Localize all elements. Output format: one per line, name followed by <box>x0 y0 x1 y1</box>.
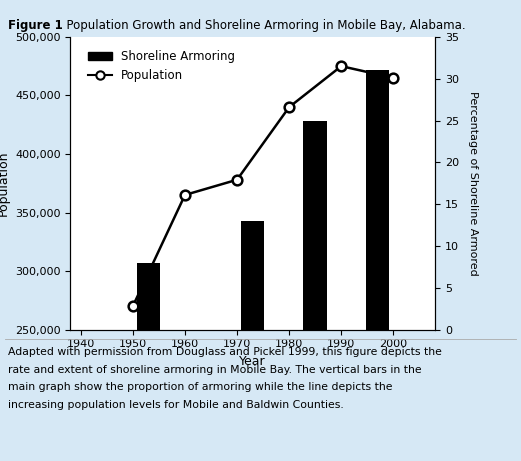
Bar <box>137 263 160 330</box>
Text: rate and extent of shoreline armoring in Mobile Bay. The vertical bars in the: rate and extent of shoreline armoring in… <box>8 365 421 375</box>
Text: Adapted with permission from Douglass and Pickel 1999, this figure depicts the: Adapted with permission from Douglass an… <box>8 347 442 357</box>
X-axis label: Year: Year <box>239 355 266 368</box>
Y-axis label: Percentage of Shoreline Armored: Percentage of Shoreline Armored <box>468 91 478 276</box>
Text: Figure 1: Figure 1 <box>8 19 63 32</box>
Legend: Shoreline Armoring, Population: Shoreline Armoring, Population <box>83 46 240 87</box>
Text: increasing population levels for Mobile and Baldwin Counties.: increasing population levels for Mobile … <box>8 400 343 410</box>
Y-axis label: Population: Population <box>0 150 9 216</box>
Bar <box>366 71 389 330</box>
Text: . Population Growth and Shoreline Armoring in Mobile Bay, Alabama.: . Population Growth and Shoreline Armori… <box>59 19 465 32</box>
Text: main graph show the proportion of armoring while the line depicts the: main graph show the proportion of armori… <box>8 382 392 392</box>
Bar <box>304 120 327 330</box>
Bar <box>241 221 264 330</box>
